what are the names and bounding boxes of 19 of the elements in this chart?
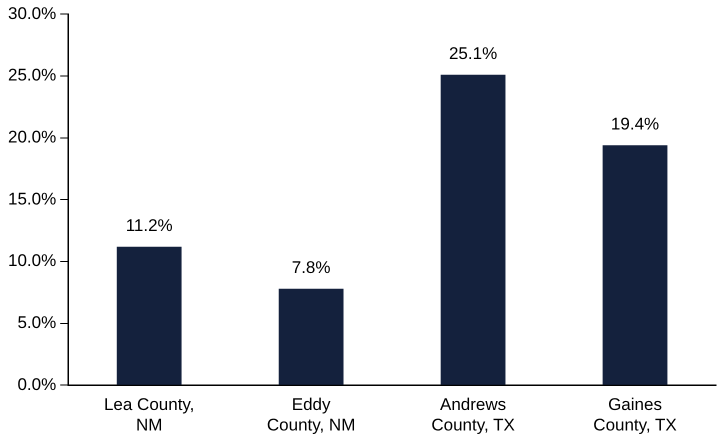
data-label: 25.1% [448, 44, 498, 63]
x-tick-label: Eddy County, NM [266, 395, 356, 434]
x-tick-label: Lea County, NM [104, 395, 194, 434]
y-tick-label: 30.0% [8, 4, 56, 23]
y-tick-label: 20.0% [8, 128, 56, 147]
y-tick-label: 15.0% [8, 189, 56, 208]
bar [602, 145, 668, 385]
y-tick-label: 10.0% [8, 251, 56, 270]
y-tick-label: 25.0% [8, 66, 56, 85]
bar [278, 288, 344, 385]
data-label: 7.8% [292, 258, 330, 277]
data-label: 11.2% [126, 216, 173, 235]
data-label: 19.4% [610, 114, 660, 134]
y-tick-label: 5.0% [17, 313, 56, 332]
bar [440, 74, 506, 385]
y-tick-label: 0.0% [17, 374, 56, 394]
x-tick-label: Andrews County, TX [431, 395, 515, 434]
x-tick-label: Gaines County, TX [593, 395, 677, 434]
bar [116, 246, 182, 385]
